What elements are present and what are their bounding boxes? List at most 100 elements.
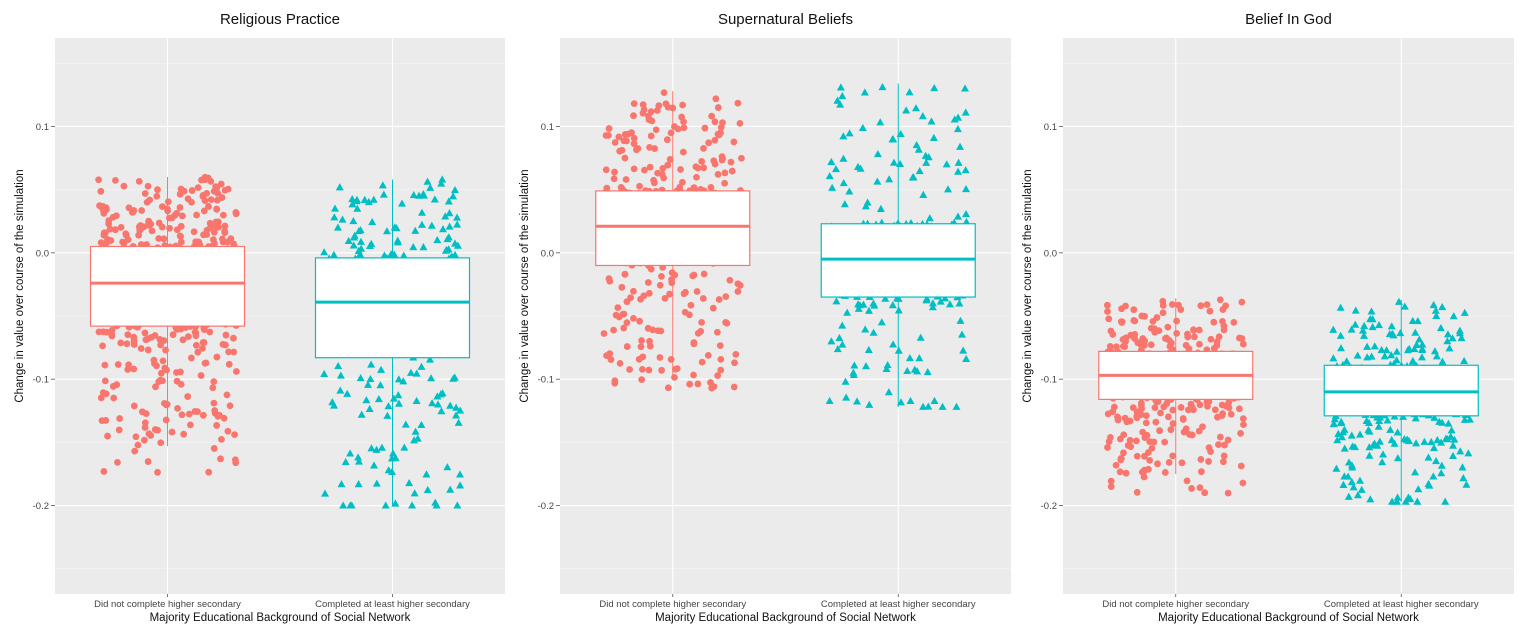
data-point-triangle	[1368, 315, 1377, 323]
data-point-triangle	[1390, 439, 1399, 447]
data-point-triangle	[423, 177, 432, 185]
data-point-triangle	[827, 337, 836, 345]
data-point-circle	[1214, 413, 1221, 421]
data-point-triangle	[1456, 447, 1465, 455]
data-point-triangle	[427, 221, 436, 229]
data-point-triangle	[1462, 480, 1471, 488]
data-point-triangle	[1362, 416, 1371, 425]
data-point-triangle	[449, 374, 458, 382]
data-point-circle	[200, 207, 208, 215]
data-point-circle	[137, 345, 145, 352]
data-point-circle	[1195, 326, 1203, 334]
data-point-triangle	[861, 202, 870, 210]
data-point-triangle	[825, 396, 834, 405]
data-point-circle	[110, 394, 118, 402]
data-point-circle	[209, 384, 217, 392]
data-point-circle	[687, 301, 695, 309]
data-point-triangle	[1400, 302, 1409, 310]
data-point-triangle	[1460, 415, 1469, 423]
data-point-triangle	[881, 294, 890, 302]
data-point-triangle	[388, 454, 396, 462]
data-point-triangle	[364, 197, 373, 206]
data-point-triangle	[399, 377, 408, 385]
data-point-triangle	[330, 401, 339, 409]
data-point-triangle	[365, 404, 374, 413]
data-point-triangle	[408, 501, 417, 509]
data-point-circle	[117, 339, 125, 347]
data-point-triangle	[441, 212, 450, 220]
data-point-circle	[646, 143, 653, 151]
y-axis-title: Change in value over course of the simul…	[1022, 169, 1034, 402]
data-point-circle	[1122, 335, 1129, 342]
data-point-circle	[1142, 412, 1150, 419]
data-point-circle	[1196, 401, 1204, 409]
data-point-circle	[191, 328, 199, 336]
data-point-circle	[205, 203, 212, 210]
data-point-triangle	[835, 333, 844, 342]
y-tick-label: -0.2	[1041, 501, 1057, 512]
data-point-circle	[606, 277, 614, 285]
data-point-circle	[1207, 335, 1215, 343]
data-point-triangle	[928, 299, 937, 307]
data-point-circle	[194, 348, 202, 356]
data-point-triangle	[918, 112, 927, 120]
y-axis-title: Change in value over course of the simul…	[14, 169, 26, 402]
data-point-triangle	[341, 457, 350, 466]
data-point-triangle	[446, 485, 455, 493]
data-point-circle	[1124, 442, 1132, 449]
data-point-triangle	[833, 345, 842, 353]
data-point-triangle	[1441, 497, 1450, 505]
data-point-triangle	[860, 88, 869, 96]
data-point-circle	[713, 328, 721, 336]
data-point-circle	[690, 371, 697, 379]
data-point-circle	[1184, 333, 1192, 341]
data-point-circle	[650, 176, 658, 184]
data-point-circle	[621, 154, 629, 162]
data-point-triangle	[922, 158, 931, 166]
data-point-circle	[174, 405, 181, 412]
data-point-triangle	[362, 396, 371, 404]
data-point-triangle	[884, 388, 893, 396]
data-point-triangle	[1403, 435, 1412, 443]
data-point-triangle	[1358, 326, 1367, 334]
data-point-circle	[630, 165, 638, 173]
data-point-triangle	[1383, 416, 1392, 424]
data-point-circle	[1238, 335, 1246, 342]
data-point-circle	[1118, 318, 1126, 326]
data-point-circle	[152, 383, 159, 391]
data-point-triangle	[1340, 444, 1349, 452]
data-point-circle	[120, 182, 128, 190]
data-point-circle	[214, 218, 222, 226]
data-point-circle	[661, 294, 669, 302]
data-point-circle	[206, 219, 214, 227]
data-point-circle	[1132, 437, 1140, 445]
data-point-circle	[1165, 336, 1173, 344]
data-point-triangle	[841, 377, 850, 385]
data-point-triangle	[876, 204, 885, 212]
data-point-triangle	[1380, 352, 1389, 360]
data-point-circle	[689, 272, 697, 280]
data-point-triangle	[1464, 449, 1473, 457]
data-point-triangle	[936, 297, 945, 305]
data-point-circle	[1117, 454, 1125, 462]
data-point-circle	[1219, 318, 1226, 325]
data-point-triangle	[1448, 334, 1457, 342]
data-point-circle	[173, 226, 181, 234]
data-point-circle	[618, 283, 626, 291]
data-point-circle	[705, 139, 713, 147]
data-point-triangle	[953, 125, 962, 133]
data-point-circle	[628, 129, 635, 137]
data-point-circle	[637, 343, 645, 351]
data-point-triangle	[417, 220, 426, 228]
data-point-circle	[102, 229, 109, 237]
data-point-circle	[677, 166, 684, 173]
data-point-triangle	[453, 501, 462, 509]
data-point-triangle	[400, 443, 409, 451]
data-point-circle	[1134, 339, 1142, 347]
data-point-circle	[1220, 452, 1228, 460]
data-point-circle	[690, 340, 698, 348]
data-point-circle	[95, 176, 102, 184]
data-point-triangle	[1417, 353, 1426, 361]
data-point-circle	[1130, 306, 1138, 314]
data-point-triangle	[959, 346, 968, 354]
